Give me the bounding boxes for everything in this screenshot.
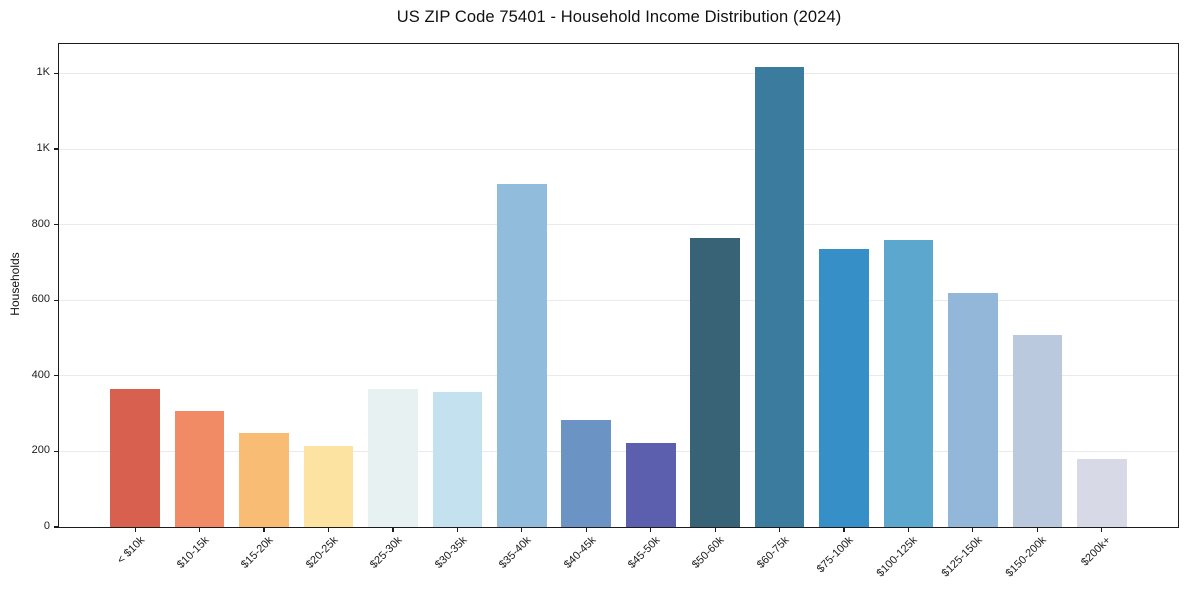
bar-slot: < $10k [103, 44, 167, 566]
x-tick-label: $20-25k [303, 534, 341, 571]
x-tick-mark [456, 527, 458, 532]
y-tick-mark [54, 450, 59, 453]
bar-35-40k [497, 184, 547, 527]
x-tick-label: < $10k [114, 534, 147, 567]
y-tick-label: 1K [36, 142, 50, 155]
x-tick-mark [907, 527, 910, 532]
bar-30-35k [432, 392, 483, 527]
x-tick-label: $40-45k [561, 534, 599, 571]
y-tick-label: 200 [31, 444, 50, 457]
bar-60-75k [754, 67, 805, 527]
y-tick-label: 1K [36, 66, 50, 79]
x-tick-mark [392, 527, 394, 532]
chart-title: US ZIP Code 75401 - Household Income Dis… [396, 8, 842, 26]
y-tick-label: 400 [31, 368, 50, 381]
x-tick-label: $50-60k [690, 534, 727, 571]
bar-25-30k [368, 388, 418, 527]
x-tick-mark [1101, 527, 1103, 532]
gridline-y800 [59, 224, 1178, 226]
x-tick-mark [585, 527, 587, 532]
bar-50-60k [690, 237, 740, 527]
bar-125-150k [948, 292, 998, 527]
bar-15-20k [239, 432, 289, 527]
x-tick-mark [263, 527, 265, 532]
bar-slot: $50-60k [683, 44, 747, 571]
y-tick-mark [54, 526, 59, 528]
x-tick-mark [134, 527, 136, 532]
bar-slot: $45-50k [619, 44, 683, 571]
y-tick-label: 800 [31, 217, 50, 230]
x-tick-mark [521, 527, 523, 532]
bar-slot: $25-30k [361, 44, 425, 571]
x-tick-mark [650, 527, 652, 532]
x-tick-mark [714, 527, 716, 532]
bar-slot: $75-100k [812, 44, 876, 575]
bar-10-15k [174, 410, 225, 527]
x-tick-label: $30-35k [432, 534, 470, 571]
bar-100-125k [883, 240, 934, 527]
bar-45-50k [625, 443, 676, 527]
y-tick-mark [54, 299, 59, 301]
x-tick-label: $15-20k [239, 534, 276, 571]
x-tick-mark [327, 527, 330, 532]
bar-20-25k [303, 445, 354, 527]
x-tick-label: $200k+ [1079, 534, 1114, 569]
y-tick-mark [54, 224, 59, 226]
x-tick-mark [972, 527, 974, 532]
y-tick-mark [54, 375, 59, 377]
x-tick-label: $150-200k [1003, 534, 1050, 580]
bar-75-100k [819, 249, 869, 527]
gridline-y200 [59, 450, 1178, 452]
x-tick-mark [1036, 527, 1038, 532]
bar-slot: $35-40k [490, 44, 554, 571]
x-tick-mark [778, 527, 781, 532]
y-tick-label: 600 [31, 293, 50, 306]
bar-150-200k [1012, 335, 1063, 527]
gridline-y1000 [59, 148, 1178, 150]
bar-slot: $10-15k [167, 44, 231, 571]
bar-slot: $30-35k [425, 44, 489, 571]
x-tick-label: $10-15k [174, 534, 212, 571]
bar-10k [110, 388, 161, 527]
gridline-y600 [59, 299, 1178, 301]
bars-container: < $10k $10-15k $15-20k $20-25k $25-30k $30-35… [59, 44, 1178, 580]
y-tick-mark [54, 72, 59, 75]
bar-slot: $20-25k [296, 44, 360, 571]
bar-slot: $125-150k [939, 44, 1005, 580]
y-tick-mark [54, 148, 59, 150]
x-tick-mark [843, 527, 845, 532]
x-tick-label: $60-75k [754, 534, 792, 571]
x-tick-label: $100-125k [874, 534, 921, 580]
x-tick-label: $125-150k [939, 534, 985, 580]
y-axis-label: Households [8, 252, 22, 316]
bar-slot: $40-45k [554, 44, 618, 571]
bar-40-45k [561, 420, 612, 527]
y-tick-label: 0 [43, 520, 50, 532]
bar-slot: $60-75k [747, 44, 811, 571]
x-tick-label: $25-30k [368, 534, 405, 571]
bar-slot: $200k+ [1070, 44, 1134, 569]
bar-slot: $15-20k [232, 44, 296, 571]
x-tick-label: $75-100k [814, 534, 856, 576]
plot-area: < $10k $10-15k $15-20k $20-25k $25-30k $30-35… [32, 43, 1179, 580]
gridline-y1200 [59, 72, 1178, 74]
x-tick-label: $35-40k [497, 534, 534, 571]
bar-slot: $150-200k [1004, 44, 1069, 580]
gridline-y400 [59, 375, 1178, 377]
bar-200k [1076, 458, 1127, 527]
bar-slot: $100-125k [875, 44, 940, 580]
x-tick-mark [199, 527, 201, 532]
x-tick-label: $45-50k [625, 534, 663, 571]
